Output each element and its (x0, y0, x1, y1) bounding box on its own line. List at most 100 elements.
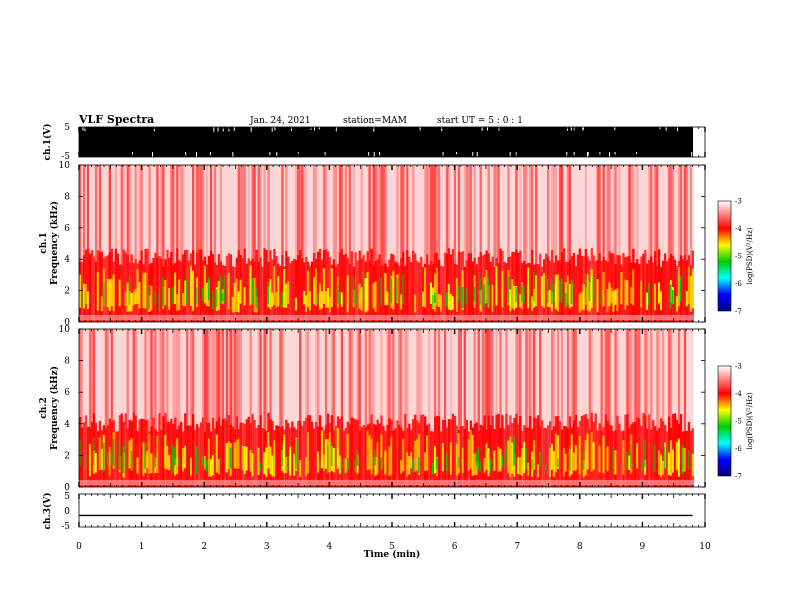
spectral-column (305, 329, 308, 487)
spectral-column (364, 329, 367, 487)
burst-column (142, 272, 145, 309)
spectral-column (207, 329, 211, 487)
peak-column (281, 291, 283, 308)
spectral-column (658, 329, 661, 487)
spectral-column (233, 329, 236, 487)
low-band-column (416, 260, 419, 322)
peak-column (390, 278, 392, 303)
low-band-column (519, 416, 522, 487)
low-band-column (194, 429, 197, 487)
peak-column (664, 447, 666, 470)
spectral-column (313, 165, 316, 322)
time-tick-label: 5 (389, 542, 395, 552)
spectral-column (636, 329, 639, 487)
low-band-column (382, 265, 385, 322)
low-band-column (295, 260, 298, 322)
low-band-column (328, 256, 332, 322)
burst-column (668, 452, 671, 476)
spectral-column (515, 165, 518, 322)
burst-column (455, 278, 459, 312)
low-band-column (130, 254, 133, 322)
burst-column (243, 446, 246, 474)
spectral-column (162, 329, 165, 487)
low-band-column (404, 265, 407, 322)
peak-column (338, 291, 341, 305)
low-band-column (638, 264, 641, 322)
burst-column (318, 283, 322, 310)
spectral-column (317, 329, 320, 487)
time-axis-ticks (78, 127, 706, 527)
burst-column (366, 430, 369, 471)
burst-column (106, 278, 110, 308)
peak-column (84, 454, 87, 470)
spectral-column (370, 329, 373, 487)
spectral-column (469, 165, 472, 322)
spectral-column (201, 165, 205, 322)
peak-column (154, 290, 156, 304)
burst-column (211, 455, 215, 476)
low-band-column (566, 428, 570, 487)
waveform-gap (314, 127, 315, 131)
time-tick-label: 6 (452, 542, 458, 552)
freq-tick-label: 8 (64, 357, 70, 367)
low-band-column (388, 259, 391, 322)
figure-title: VLF Spectra (78, 113, 154, 126)
peak-column (211, 291, 214, 310)
ch1-colorbar-gradient (718, 201, 731, 311)
low-band-column (114, 431, 117, 487)
peak-column (251, 278, 254, 304)
spectral-column (531, 329, 534, 487)
burst-column (543, 273, 546, 308)
burst-column (441, 443, 445, 472)
peak-column (162, 277, 164, 307)
time-axis-label: Time (min) (364, 549, 421, 560)
spectral-column (632, 165, 635, 322)
spectral-column (600, 329, 603, 487)
ch1-spectrogram-ylabel-channel: ch.1 (39, 232, 49, 253)
burst-column (519, 294, 522, 308)
burst-column (340, 292, 344, 307)
spectral-column (182, 165, 185, 322)
low-band-column (318, 415, 322, 487)
burst-column (360, 287, 363, 311)
spectral-column (243, 165, 246, 322)
spectral-column (299, 165, 302, 322)
spectral-column (505, 329, 508, 487)
spectral-column (404, 329, 407, 487)
burst-column (437, 294, 441, 307)
spectral-column (606, 165, 609, 322)
spectral-column (198, 165, 201, 322)
low-band-column (515, 249, 518, 322)
low-band-column (432, 431, 435, 487)
burst-column (606, 288, 609, 313)
low-band-column (539, 253, 542, 322)
low-band-column (618, 423, 621, 487)
burst-column (374, 281, 377, 312)
low-band-column (271, 259, 274, 322)
low-band-column (673, 413, 677, 487)
low-band-column (259, 415, 262, 487)
spectral-column (685, 165, 689, 322)
spectral-column (491, 329, 494, 487)
peak-column (352, 276, 355, 303)
peak-column (626, 451, 628, 470)
peak-column (178, 456, 180, 467)
low-band-column (301, 258, 304, 322)
spectral-column (176, 165, 179, 322)
burst-column (491, 284, 494, 312)
burst-column (606, 446, 609, 472)
spectral-column (547, 165, 550, 322)
spectral-column (338, 165, 342, 322)
spectral-column (257, 165, 260, 322)
spectral-column (237, 329, 240, 487)
burst-column (598, 445, 601, 473)
spectral-column (677, 329, 681, 487)
burst-column (535, 275, 538, 307)
spectral-column (487, 329, 490, 487)
peak-column (110, 449, 113, 466)
spectral-column (654, 165, 657, 322)
burst-column (501, 270, 504, 308)
spectral-column (669, 165, 673, 322)
waveform-gap (582, 127, 584, 131)
spectral-column (525, 329, 528, 487)
